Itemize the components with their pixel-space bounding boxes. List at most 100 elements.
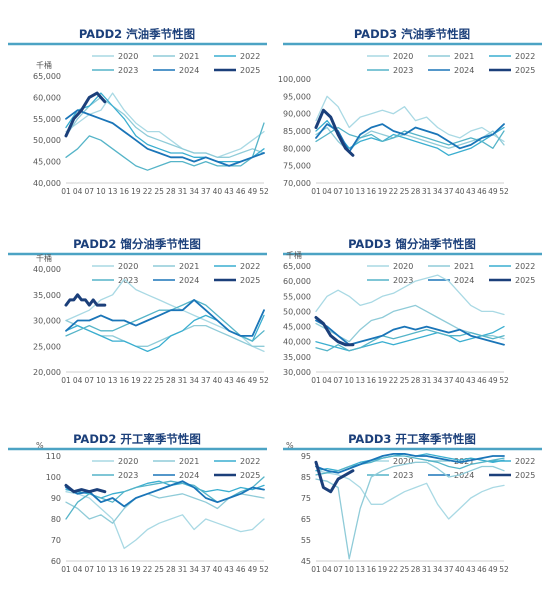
chart-title: PADD2 汽油季节性图: [79, 27, 195, 41]
x-tick-label: 37: [444, 187, 454, 196]
legend-label-2025: 2025: [240, 471, 260, 480]
x-tick-label: 28: [411, 376, 421, 385]
x-tick-label: 10: [96, 376, 106, 385]
x-tick-label: 13: [355, 376, 365, 385]
x-tick-label: 07: [85, 187, 95, 196]
x-tick-label: 34: [189, 187, 199, 196]
y-tick-label: 75: [301, 494, 311, 503]
x-tick-label: 16: [367, 187, 377, 196]
legend-label-2023: 2023: [118, 471, 138, 480]
x-tick-label: 40: [213, 376, 223, 385]
legend-label-2023: 2023: [393, 471, 413, 480]
x-tick-label: 31: [422, 187, 432, 196]
unit-label: 千桶: [36, 60, 52, 70]
x-tick-label: 22: [389, 187, 399, 196]
x-tick-label: 52: [499, 187, 509, 196]
x-tick-label: 01: [61, 565, 71, 574]
y-tick-label: 70,000: [283, 179, 311, 188]
x-tick-label: 28: [411, 565, 421, 574]
x-tick-label: 46: [477, 565, 487, 574]
x-tick-label: 01: [311, 376, 321, 385]
x-tick-label: 31: [422, 565, 432, 574]
x-tick-label: 34: [433, 187, 443, 196]
x-tick-label: 34: [189, 376, 199, 385]
x-tick-label: 40: [213, 187, 223, 196]
series-line-2023: [315, 455, 505, 476]
x-tick-label: 16: [119, 187, 129, 196]
x-tick-label: 13: [355, 187, 365, 196]
y-tick-label: 110: [46, 452, 61, 461]
legend-label-2023: 2023: [118, 276, 138, 285]
chart-panel-padd2-distillate: PADD2 馏分油季节性图 2020 2021 2022 2023 2024 2025 千桶 2…: [8, 237, 269, 385]
legend-label-2022: 2022: [515, 52, 535, 61]
chart-title: PADD3 开工率季节性图: [348, 432, 476, 446]
y-tick-label: 40,000: [33, 179, 61, 188]
legend-label-2022: 2022: [240, 262, 260, 271]
unit-label: 千桶: [286, 250, 302, 260]
x-tick-label: 31: [422, 376, 432, 385]
x-tick-label: 04: [73, 565, 83, 574]
x-tick-label: 10: [344, 565, 354, 574]
x-tick-label: 25: [154, 376, 164, 385]
series-line-2024: [65, 109, 265, 167]
x-tick-label: 22: [389, 565, 399, 574]
x-tick-label: 13: [108, 376, 118, 385]
series-line-2020: [315, 274, 505, 316]
x-tick-label: 01: [61, 376, 71, 385]
y-tick-label: 30,000: [283, 368, 311, 377]
y-tick-label: 45,000: [33, 158, 61, 167]
x-tick-label: 16: [119, 376, 129, 385]
legend-label-2022: 2022: [240, 52, 260, 61]
series-line-2023: [315, 328, 505, 352]
x-tick-label: 34: [189, 565, 199, 574]
y-tick-label: 60,000: [283, 277, 311, 286]
y-tick-label: 50,000: [283, 307, 311, 316]
x-tick-label: 16: [119, 565, 129, 574]
x-tick-label: 43: [224, 376, 234, 385]
series-line-2025: [64, 483, 107, 494]
legend-label-2021: 2021: [179, 457, 199, 466]
x-tick-label: 28: [166, 376, 176, 385]
series-line-2022: [315, 119, 505, 156]
x-tick-label: 13: [108, 187, 118, 196]
y-tick-label: 60,000: [33, 93, 61, 102]
x-tick-label: 04: [322, 376, 332, 385]
y-tick-label: 45,000: [283, 323, 311, 332]
y-tick-label: 75,000: [283, 162, 311, 171]
x-tick-label: 37: [201, 187, 211, 196]
legend-label-2021: 2021: [179, 262, 199, 271]
y-tick-label: 85,000: [283, 127, 311, 136]
y-tick-label: 60: [51, 557, 61, 566]
series-line-2025: [314, 108, 355, 157]
chart-panel-padd2-utilization: PADD2 开工率季节性图 2020 2021 2022 2023 2024 2025% 60…: [8, 432, 269, 574]
x-tick-label: 52: [259, 376, 269, 385]
y-tick-label: 40,000: [33, 265, 61, 274]
series-line-2021: [65, 96, 265, 158]
legend-label-2021: 2021: [179, 52, 199, 61]
x-tick-label: 43: [466, 565, 476, 574]
x-tick-label: 49: [248, 187, 258, 196]
x-tick-label: 19: [131, 187, 141, 196]
unit-label: %: [36, 441, 44, 450]
legend-label-2022: 2022: [515, 457, 535, 466]
legend-label-2020: 2020: [393, 262, 413, 271]
x-tick-label: 28: [166, 187, 176, 196]
y-tick-label: 20,000: [33, 368, 61, 377]
legend-label-2020: 2020: [118, 52, 138, 61]
x-tick-label: 19: [131, 565, 141, 574]
legend-label-2024: 2024: [179, 471, 199, 480]
y-tick-label: 30,000: [33, 317, 61, 326]
x-tick-label: 19: [378, 565, 388, 574]
legend-label-2024: 2024: [454, 471, 474, 480]
x-tick-label: 16: [367, 376, 377, 385]
chart-title: PADD2 开工率季节性图: [73, 432, 201, 446]
series-line-2025: [64, 293, 107, 307]
y-tick-label: 35,000: [33, 291, 61, 300]
series-line-2020: [65, 92, 265, 158]
x-tick-label: 43: [224, 187, 234, 196]
legend-label-2020: 2020: [393, 457, 413, 466]
x-tick-label: 19: [378, 187, 388, 196]
unit-label: 千桶: [36, 253, 52, 263]
